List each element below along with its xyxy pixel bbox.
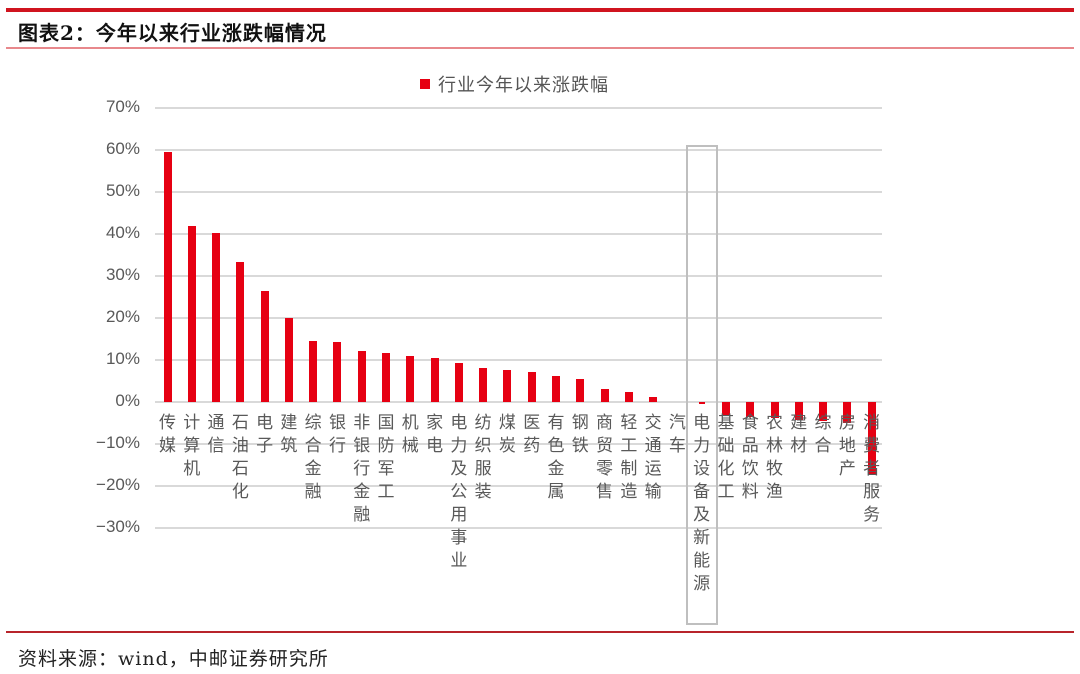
y-tick-label: 30% <box>105 265 140 284</box>
x-category-label: 传媒 <box>159 413 176 456</box>
gridline <box>155 527 882 529</box>
x-category-label: 建筑 <box>280 413 298 456</box>
bar <box>746 402 755 417</box>
bar <box>794 402 803 420</box>
gridline <box>155 191 882 193</box>
bar <box>624 392 633 402</box>
x-category-label: 消费者服务 <box>863 413 881 525</box>
gridline <box>155 485 882 487</box>
bar <box>770 402 779 418</box>
bar <box>698 402 705 404</box>
x-category-label: 农林牧渔 <box>766 413 783 502</box>
gridline <box>155 317 882 319</box>
gridline <box>155 401 882 403</box>
bar <box>527 372 536 402</box>
bar <box>867 402 876 476</box>
source-note: 资料来源：wind，中邮证券研究所 <box>18 648 329 670</box>
gridline <box>155 107 882 109</box>
x-category-label: 银行 <box>328 413 346 456</box>
x-category-label: 计算机 <box>183 413 201 479</box>
gridline <box>155 443 882 445</box>
x-category-label: 房地产 <box>838 413 856 479</box>
bar <box>284 318 293 402</box>
bar <box>406 355 415 402</box>
y-tick-label: −30% <box>96 517 140 536</box>
bar <box>163 152 172 402</box>
y-tick-label: 40% <box>105 223 140 242</box>
bar <box>187 226 196 402</box>
x-category-label: 医药 <box>523 413 541 456</box>
x-category-label: 煤炭 <box>498 413 516 456</box>
bar <box>721 402 730 415</box>
y-tick-label: −20% <box>96 475 140 494</box>
y-tick-label: 70% <box>105 97 140 116</box>
gridline <box>155 233 882 235</box>
x-category-label: 基础化工 <box>717 413 735 502</box>
bar <box>236 262 245 402</box>
x-category-label: 商贸零售 <box>596 413 614 502</box>
bar <box>551 375 560 402</box>
bar <box>503 370 512 402</box>
x-category-label: 纺织服装 <box>474 413 492 502</box>
legend: 行业今年以来涨跌幅 <box>420 72 609 96</box>
x-category-label: 钢铁 <box>571 413 589 456</box>
x-category-label: 石油石化 <box>231 413 249 502</box>
x-category-label: 电子 <box>256 413 274 456</box>
bar <box>479 368 488 402</box>
x-category-label: 通信 <box>207 413 225 456</box>
y-tick-label: 0% <box>115 391 140 410</box>
bar <box>430 357 439 402</box>
x-category-label: 食品饮料 <box>741 413 759 502</box>
bar <box>649 396 658 402</box>
x-category-label: 国防军工 <box>377 413 395 502</box>
y-tick-label: 20% <box>105 307 140 326</box>
gridline <box>155 275 882 277</box>
x-category-label: 家电 <box>426 413 444 456</box>
x-category-label: 非银行金融 <box>353 413 371 525</box>
y-tick-label: 60% <box>105 139 140 158</box>
bar <box>843 402 852 423</box>
y-tick-label: 10% <box>105 349 140 368</box>
bar <box>357 351 366 402</box>
gridline <box>155 149 882 151</box>
y-tick-label: −10% <box>96 433 140 452</box>
bar <box>576 378 585 402</box>
x-category-label: 综合金融 <box>304 413 322 502</box>
x-category-label: 轻工制造 <box>620 413 638 502</box>
x-category-label: 建材 <box>790 413 808 456</box>
title-divider <box>6 47 1074 49</box>
bar <box>600 388 609 402</box>
highlight-box <box>686 145 718 625</box>
x-category-label: 综合 <box>814 413 832 456</box>
x-category-label: 汽车 <box>668 413 686 456</box>
bar <box>309 341 318 402</box>
bar <box>260 290 269 402</box>
bar <box>333 341 342 402</box>
legend-swatch-icon <box>420 79 430 89</box>
top-rule <box>6 8 1074 12</box>
bar <box>819 402 828 421</box>
gridline <box>155 359 882 361</box>
x-category-label: 电力设备及新能源 <box>693 413 711 594</box>
x-category-label: 有色金属 <box>547 413 565 502</box>
x-category-label: 机械 <box>401 413 419 456</box>
x-category-label: 电力及公用事业 <box>450 413 468 571</box>
chart-title: 图表2：今年以来行业涨跌幅情况 <box>18 21 327 45</box>
bar <box>454 363 463 402</box>
legend-label: 行业今年以来涨跌幅 <box>438 75 609 96</box>
y-tick-label: 50% <box>105 181 140 200</box>
source-divider <box>6 631 1074 633</box>
bar <box>212 233 221 402</box>
x-category-label: 交通运输 <box>644 413 662 502</box>
bar <box>382 352 391 402</box>
